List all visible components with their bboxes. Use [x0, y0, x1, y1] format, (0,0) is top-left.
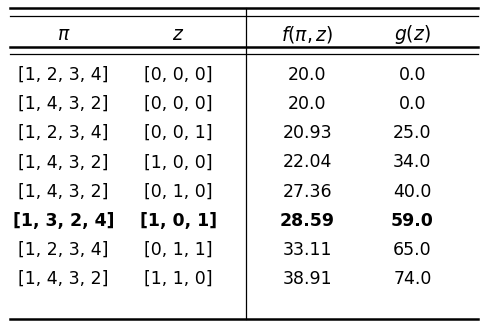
Text: 20.93: 20.93	[283, 124, 332, 142]
Text: $f(\pi, z)$: $f(\pi, z)$	[281, 24, 334, 45]
Text: 65.0: 65.0	[393, 241, 432, 259]
Text: [1, 4, 3, 2]: [1, 4, 3, 2]	[18, 270, 109, 288]
Text: 28.59: 28.59	[280, 212, 335, 230]
Text: [0, 0, 1]: [0, 0, 1]	[144, 124, 212, 142]
Text: 20.0: 20.0	[288, 66, 326, 84]
Text: 25.0: 25.0	[393, 124, 431, 142]
Text: 74.0: 74.0	[393, 270, 431, 288]
Text: 22.04: 22.04	[283, 153, 332, 171]
Text: [0, 0, 0]: [0, 0, 0]	[144, 66, 212, 84]
Text: [1, 4, 3, 2]: [1, 4, 3, 2]	[18, 183, 109, 201]
Text: [0, 0, 0]: [0, 0, 0]	[144, 95, 212, 113]
Text: $g(z)$: $g(z)$	[394, 23, 431, 46]
Text: 0.0: 0.0	[399, 95, 426, 113]
Text: [1, 0, 0]: [1, 0, 0]	[144, 153, 212, 171]
Text: 40.0: 40.0	[393, 183, 431, 201]
Text: [1, 1, 0]: [1, 1, 0]	[144, 270, 212, 288]
Text: 34.0: 34.0	[393, 153, 431, 171]
Text: 38.91: 38.91	[283, 270, 332, 288]
Text: [1, 2, 3, 4]: [1, 2, 3, 4]	[18, 66, 109, 84]
Text: [1, 2, 3, 4]: [1, 2, 3, 4]	[18, 124, 109, 142]
Text: 27.36: 27.36	[283, 183, 332, 201]
Text: [1, 3, 2, 4]: [1, 3, 2, 4]	[13, 212, 114, 230]
Text: 59.0: 59.0	[391, 212, 434, 230]
Text: [0, 1, 0]: [0, 1, 0]	[144, 183, 212, 201]
Text: 20.0: 20.0	[288, 95, 326, 113]
Text: [0, 1, 1]: [0, 1, 1]	[144, 241, 212, 259]
Text: [1, 4, 3, 2]: [1, 4, 3, 2]	[18, 95, 109, 113]
Text: [1, 0, 1]: [1, 0, 1]	[140, 212, 217, 230]
Text: $\pi$: $\pi$	[57, 25, 70, 44]
Text: 33.11: 33.11	[283, 241, 332, 259]
Text: [1, 2, 3, 4]: [1, 2, 3, 4]	[18, 241, 109, 259]
Text: 0.0: 0.0	[399, 66, 426, 84]
Text: [1, 4, 3, 2]: [1, 4, 3, 2]	[18, 153, 109, 171]
Text: $z$: $z$	[172, 25, 184, 44]
